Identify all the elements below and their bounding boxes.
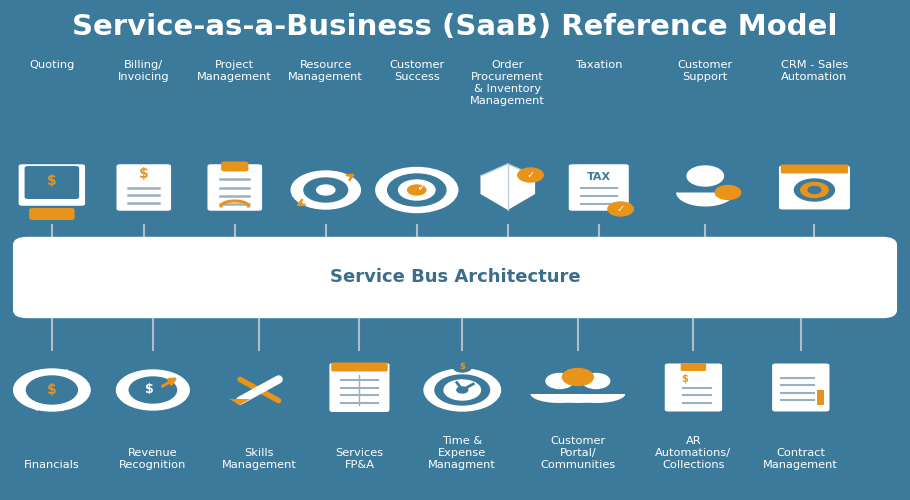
- Text: Customer
Success: Customer Success: [389, 60, 444, 82]
- Circle shape: [453, 362, 471, 372]
- Polygon shape: [229, 399, 250, 405]
- Circle shape: [304, 178, 348, 202]
- FancyBboxPatch shape: [781, 164, 848, 173]
- Text: $: $: [139, 167, 148, 181]
- FancyBboxPatch shape: [681, 363, 706, 371]
- Text: Revenue
Recognition: Revenue Recognition: [119, 448, 187, 470]
- Polygon shape: [676, 192, 734, 206]
- FancyBboxPatch shape: [14, 238, 896, 318]
- FancyBboxPatch shape: [569, 164, 629, 211]
- Circle shape: [14, 369, 90, 411]
- Circle shape: [582, 374, 610, 388]
- Circle shape: [444, 380, 480, 400]
- Circle shape: [376, 168, 458, 212]
- Text: Services
FP&A: Services FP&A: [336, 448, 383, 470]
- FancyBboxPatch shape: [18, 164, 86, 206]
- Polygon shape: [567, 394, 625, 403]
- Text: CRM - Sales
Automation: CRM - Sales Automation: [781, 60, 848, 82]
- Circle shape: [794, 179, 834, 201]
- Text: Resource
Management: Resource Management: [288, 60, 363, 82]
- Polygon shape: [549, 394, 607, 403]
- Polygon shape: [480, 164, 535, 210]
- Text: AR
Automations/
Collections: AR Automations/ Collections: [655, 436, 732, 470]
- FancyBboxPatch shape: [207, 164, 262, 211]
- Polygon shape: [817, 405, 824, 410]
- Circle shape: [715, 186, 741, 200]
- Text: Time &
Expense
Managment: Time & Expense Managment: [429, 436, 496, 470]
- Text: Contract
Management: Contract Management: [763, 448, 838, 470]
- FancyBboxPatch shape: [29, 208, 75, 220]
- FancyBboxPatch shape: [664, 364, 723, 412]
- Circle shape: [801, 182, 828, 198]
- Text: Customer
Support: Customer Support: [678, 60, 733, 82]
- Circle shape: [562, 368, 593, 386]
- Text: ✓: ✓: [617, 204, 624, 214]
- Text: $: $: [145, 382, 154, 396]
- Circle shape: [399, 180, 435, 200]
- Text: Service Bus Architecture: Service Bus Architecture: [329, 268, 581, 286]
- Text: Skills
Management: Skills Management: [222, 448, 297, 470]
- FancyBboxPatch shape: [779, 166, 850, 210]
- Text: Taxation: Taxation: [575, 60, 622, 70]
- Text: ✓: ✓: [527, 170, 534, 180]
- Circle shape: [457, 387, 468, 393]
- Circle shape: [388, 174, 446, 206]
- FancyBboxPatch shape: [329, 363, 389, 412]
- FancyBboxPatch shape: [116, 164, 171, 211]
- FancyBboxPatch shape: [221, 162, 248, 172]
- Text: Quoting: Quoting: [29, 60, 75, 70]
- Text: Order
Procurement
& Inventory
Management: Order Procurement & Inventory Management: [470, 60, 545, 106]
- Text: Project
Management: Project Management: [197, 60, 272, 82]
- Circle shape: [518, 168, 543, 182]
- FancyBboxPatch shape: [25, 166, 79, 199]
- Text: Customer
Portal/
Communities: Customer Portal/ Communities: [541, 436, 615, 470]
- Circle shape: [408, 185, 426, 195]
- Polygon shape: [531, 394, 589, 403]
- FancyBboxPatch shape: [331, 362, 388, 372]
- Circle shape: [291, 171, 360, 209]
- Circle shape: [129, 377, 177, 403]
- FancyBboxPatch shape: [772, 364, 830, 412]
- Text: TAX: TAX: [587, 172, 611, 182]
- Circle shape: [424, 369, 500, 411]
- Text: $: $: [47, 383, 56, 397]
- Circle shape: [687, 166, 723, 186]
- Text: $: $: [681, 374, 688, 384]
- Text: $: $: [47, 174, 56, 188]
- Circle shape: [116, 370, 189, 410]
- Polygon shape: [817, 390, 824, 405]
- Text: Financials: Financials: [24, 460, 80, 470]
- Circle shape: [608, 202, 633, 216]
- Circle shape: [808, 186, 821, 194]
- Circle shape: [317, 185, 335, 195]
- Circle shape: [546, 374, 573, 388]
- Text: Billing/
Invoicing: Billing/ Invoicing: [118, 60, 169, 82]
- Text: ✓: ✓: [416, 181, 427, 194]
- Text: Service-as-a-Business (SaaB) Reference Model: Service-as-a-Business (SaaB) Reference M…: [72, 14, 838, 42]
- Circle shape: [26, 376, 77, 404]
- Text: $: $: [460, 362, 465, 372]
- Circle shape: [435, 375, 490, 405]
